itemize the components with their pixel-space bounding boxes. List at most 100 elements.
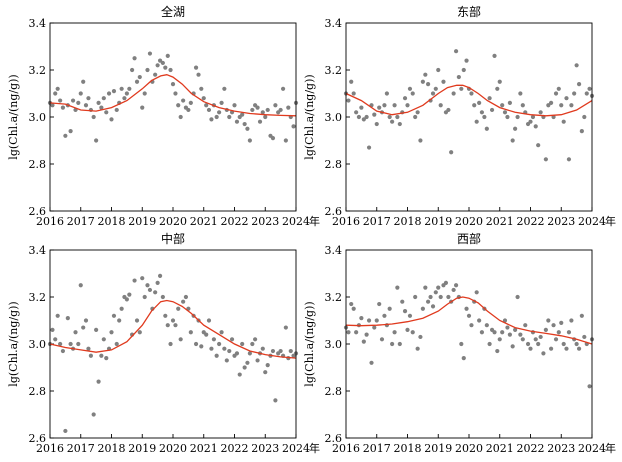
y-axis-label: lg(Chl.a/(ng/g)) xyxy=(7,301,20,386)
y-tick-label: 3.2 xyxy=(29,64,47,77)
data-point xyxy=(165,53,170,59)
x-tick-label: 2024 xyxy=(282,442,310,455)
data-point xyxy=(413,294,418,300)
y-tick-label: 3.2 xyxy=(325,291,343,304)
data-point xyxy=(569,103,574,108)
data-point xyxy=(549,100,554,105)
y-tick-label: 3.2 xyxy=(29,291,47,304)
data-point xyxy=(181,98,186,103)
data-point xyxy=(106,91,112,96)
data-point xyxy=(418,334,423,340)
data-point xyxy=(127,86,132,91)
data-point xyxy=(111,313,117,318)
data-point xyxy=(415,346,420,351)
data-point xyxy=(459,86,464,91)
x-unit-label: 年 xyxy=(309,214,320,228)
data-point xyxy=(564,346,569,351)
data-point xyxy=(479,330,485,335)
data-point xyxy=(395,285,400,290)
data-point xyxy=(390,119,395,124)
data-point xyxy=(428,294,433,300)
data-point xyxy=(520,103,525,108)
data-point xyxy=(361,117,366,122)
data-point xyxy=(119,86,124,91)
data-point xyxy=(291,124,296,129)
y-axis-label: lg(Chl.a/(ng/g)) xyxy=(303,301,316,386)
data-point xyxy=(449,150,454,155)
data-point xyxy=(55,313,60,318)
data-point xyxy=(247,351,252,356)
data-point xyxy=(420,79,425,84)
data-point xyxy=(456,74,461,80)
data-point xyxy=(278,107,283,113)
data-point xyxy=(505,325,510,330)
x-tick-label: 2021 xyxy=(190,215,218,228)
x-tick-label: 2018 xyxy=(394,442,422,455)
data-point xyxy=(104,356,109,361)
data-point xyxy=(564,96,569,101)
data-point xyxy=(420,306,425,311)
data-point xyxy=(168,67,173,73)
data-point xyxy=(464,306,469,311)
data-point xyxy=(65,316,70,321)
data-point xyxy=(469,323,474,328)
data-point xyxy=(104,110,109,115)
data-point xyxy=(387,306,392,311)
data-point xyxy=(451,91,456,96)
data-point xyxy=(253,337,258,342)
data-point xyxy=(415,110,420,115)
y-tick-label: 2.6 xyxy=(29,205,47,218)
x-tick-label: 2022 xyxy=(517,215,545,228)
data-point xyxy=(147,287,153,293)
data-point xyxy=(410,330,415,335)
data-point xyxy=(556,330,561,335)
x-tick-label: 2019 xyxy=(128,442,156,455)
data-point xyxy=(579,129,584,134)
x-tick-label: 2017 xyxy=(67,442,95,455)
data-point xyxy=(436,67,441,73)
data-point xyxy=(270,136,276,141)
data-point xyxy=(538,110,543,115)
data-point xyxy=(430,304,436,309)
data-point xyxy=(426,299,431,304)
y-tick-label: 3.4 xyxy=(325,17,343,30)
data-point xyxy=(127,292,132,297)
data-point xyxy=(58,98,63,103)
data-point xyxy=(109,330,114,335)
data-point xyxy=(132,56,137,61)
data-point xyxy=(359,316,364,321)
data-point xyxy=(122,96,127,101)
data-point xyxy=(145,67,150,73)
x-tick-label: 2021 xyxy=(486,442,514,455)
data-point xyxy=(582,114,587,120)
data-point xyxy=(83,103,89,108)
data-point xyxy=(451,287,456,293)
x-unit-label: 年 xyxy=(605,441,616,455)
data-point xyxy=(209,346,214,351)
data-point xyxy=(520,337,525,342)
data-point xyxy=(257,119,263,124)
data-point xyxy=(50,103,55,108)
data-point xyxy=(260,346,265,351)
data-point xyxy=(569,318,574,323)
data-point xyxy=(374,121,379,127)
data-point xyxy=(505,114,510,120)
data-point xyxy=(165,323,170,328)
data-point xyxy=(240,112,245,117)
data-point xyxy=(405,327,410,332)
x-tick-label: 2020 xyxy=(159,215,187,228)
x-tick-label: 2020 xyxy=(159,442,187,455)
data-point xyxy=(173,91,178,96)
y-tick-label: 2.8 xyxy=(29,385,47,398)
data-point xyxy=(63,428,68,434)
x-tick-label: 2017 xyxy=(363,215,391,228)
data-point xyxy=(354,110,359,115)
trend-line xyxy=(49,299,297,359)
data-point xyxy=(587,86,592,91)
data-point xyxy=(188,330,193,335)
x-unit-label: 年 xyxy=(309,441,320,455)
data-point xyxy=(402,96,408,101)
data-point xyxy=(474,119,479,124)
